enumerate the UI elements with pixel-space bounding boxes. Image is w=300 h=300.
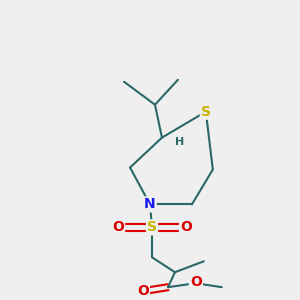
Text: S: S xyxy=(147,220,157,234)
Text: N: N xyxy=(144,197,156,212)
Text: O: O xyxy=(137,284,149,298)
Text: O: O xyxy=(190,275,202,289)
Text: O: O xyxy=(112,220,124,234)
Text: H: H xyxy=(175,136,184,147)
Text: O: O xyxy=(180,220,192,234)
Text: S: S xyxy=(201,105,211,119)
